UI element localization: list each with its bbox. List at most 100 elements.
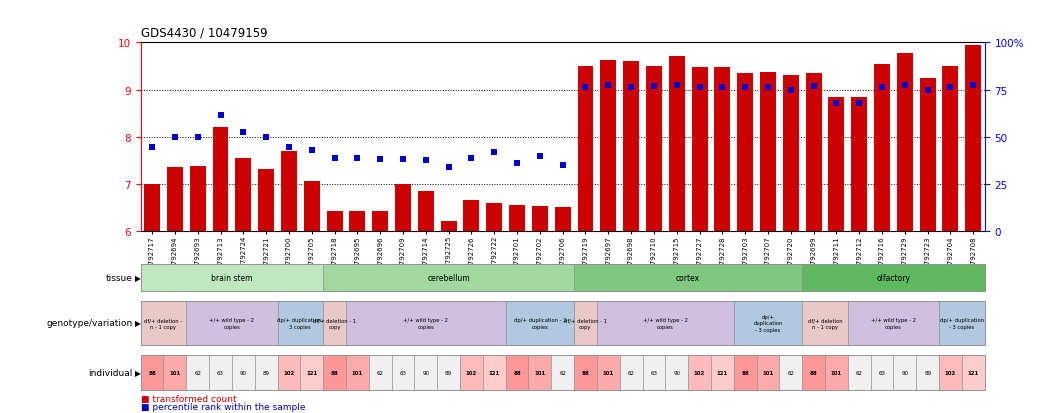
Text: df/+ deletion
n - 1 copy: df/+ deletion n - 1 copy — [808, 318, 842, 329]
Bar — [669, 57, 685, 231]
Point — [691, 85, 708, 91]
Text: 89: 89 — [924, 370, 932, 375]
Text: 121: 121 — [968, 370, 978, 375]
Text: 62: 62 — [560, 370, 566, 375]
Text: 89: 89 — [263, 370, 270, 375]
Text: 90: 90 — [422, 370, 429, 375]
Point — [372, 157, 389, 163]
Point — [190, 134, 206, 140]
Point — [213, 113, 229, 119]
Bar — [235, 159, 251, 231]
Point — [896, 82, 913, 89]
Text: 88: 88 — [513, 370, 521, 375]
Point — [919, 87, 936, 94]
Text: 121: 121 — [717, 370, 728, 375]
Point — [167, 134, 183, 140]
Text: 90: 90 — [240, 370, 247, 375]
Bar — [464, 201, 479, 231]
Bar — [920, 78, 936, 231]
Text: ▶: ▶ — [135, 273, 142, 282]
Text: 88: 88 — [810, 370, 818, 375]
Point — [395, 157, 412, 163]
Point — [783, 87, 799, 94]
Point — [600, 82, 617, 89]
Text: 62: 62 — [377, 370, 383, 375]
Text: 63: 63 — [878, 370, 886, 375]
Text: GDS4430 / 10479159: GDS4430 / 10479159 — [141, 26, 268, 39]
Bar — [167, 168, 183, 231]
Point — [418, 157, 435, 164]
Bar — [531, 207, 548, 231]
Text: olfactory: olfactory — [876, 273, 911, 282]
Text: 121: 121 — [306, 370, 318, 375]
Text: dp/+ duplication - 3
copies: dp/+ duplication - 3 copies — [514, 318, 566, 329]
Text: +/+ wild type - 2
copies: +/+ wild type - 2 copies — [403, 318, 448, 329]
Text: 88: 88 — [581, 370, 590, 375]
Text: ■ percentile rank within the sample: ■ percentile rank within the sample — [141, 402, 305, 411]
Text: ▶: ▶ — [135, 319, 142, 328]
Text: 63: 63 — [650, 370, 658, 375]
Bar — [281, 152, 297, 231]
Text: 101: 101 — [830, 370, 842, 375]
Text: 101: 101 — [352, 370, 363, 375]
Text: cortex: cortex — [676, 273, 700, 282]
Text: 62: 62 — [788, 370, 794, 375]
Bar — [965, 46, 982, 231]
Text: 101: 101 — [602, 370, 614, 375]
Point — [235, 129, 252, 136]
Point — [531, 154, 548, 160]
Point — [257, 134, 274, 140]
Bar — [326, 211, 343, 231]
Text: +/+ wild type - 2
copies: +/+ wild type - 2 copies — [209, 318, 254, 329]
Bar — [441, 222, 456, 231]
Point — [737, 85, 753, 91]
Bar — [304, 182, 320, 231]
Point — [942, 85, 959, 91]
Bar — [646, 67, 662, 231]
Text: 102: 102 — [945, 370, 957, 375]
Text: df/+ deletion - 1
copy: df/+ deletion - 1 copy — [313, 318, 356, 329]
Text: genotype/variation: genotype/variation — [46, 319, 132, 328]
Point — [280, 145, 297, 151]
Point — [508, 160, 525, 166]
Bar — [349, 211, 366, 231]
Point — [623, 85, 640, 91]
Text: 101: 101 — [535, 370, 546, 375]
Text: 88: 88 — [330, 370, 339, 375]
Text: 102: 102 — [283, 370, 295, 375]
Text: +/+ wild type - 2
copies: +/+ wild type - 2 copies — [643, 318, 688, 329]
Text: 63: 63 — [217, 370, 224, 375]
Point — [965, 82, 982, 89]
Text: 121: 121 — [489, 370, 500, 375]
Text: 63: 63 — [399, 370, 406, 375]
Bar — [623, 62, 639, 231]
Text: df/+ deletion - 1
copy: df/+ deletion - 1 copy — [564, 318, 607, 329]
Bar — [692, 68, 708, 231]
Text: cerebellum: cerebellum — [427, 273, 470, 282]
Bar — [715, 68, 730, 231]
Bar — [760, 73, 776, 231]
Text: tissue: tissue — [105, 273, 132, 282]
Point — [441, 164, 457, 171]
Text: 62: 62 — [627, 370, 635, 375]
Point — [646, 83, 663, 90]
Text: 88: 88 — [148, 370, 156, 375]
Point — [668, 82, 685, 89]
Text: brain stem: brain stem — [212, 273, 252, 282]
Bar — [600, 61, 616, 231]
Text: ▶: ▶ — [135, 368, 142, 377]
Text: 90: 90 — [901, 370, 909, 375]
Text: 101: 101 — [763, 370, 773, 375]
Bar — [418, 191, 433, 231]
Bar — [372, 211, 389, 231]
Text: 89: 89 — [445, 370, 452, 375]
Point — [486, 149, 502, 156]
Point — [714, 85, 730, 91]
Point — [805, 83, 822, 90]
Text: dp/+ duplication
- 3 copies: dp/+ duplication - 3 copies — [940, 318, 984, 329]
Point — [554, 162, 571, 169]
Point — [349, 155, 366, 162]
Bar — [258, 169, 274, 231]
Text: 62: 62 — [194, 370, 201, 375]
Bar — [828, 97, 844, 231]
